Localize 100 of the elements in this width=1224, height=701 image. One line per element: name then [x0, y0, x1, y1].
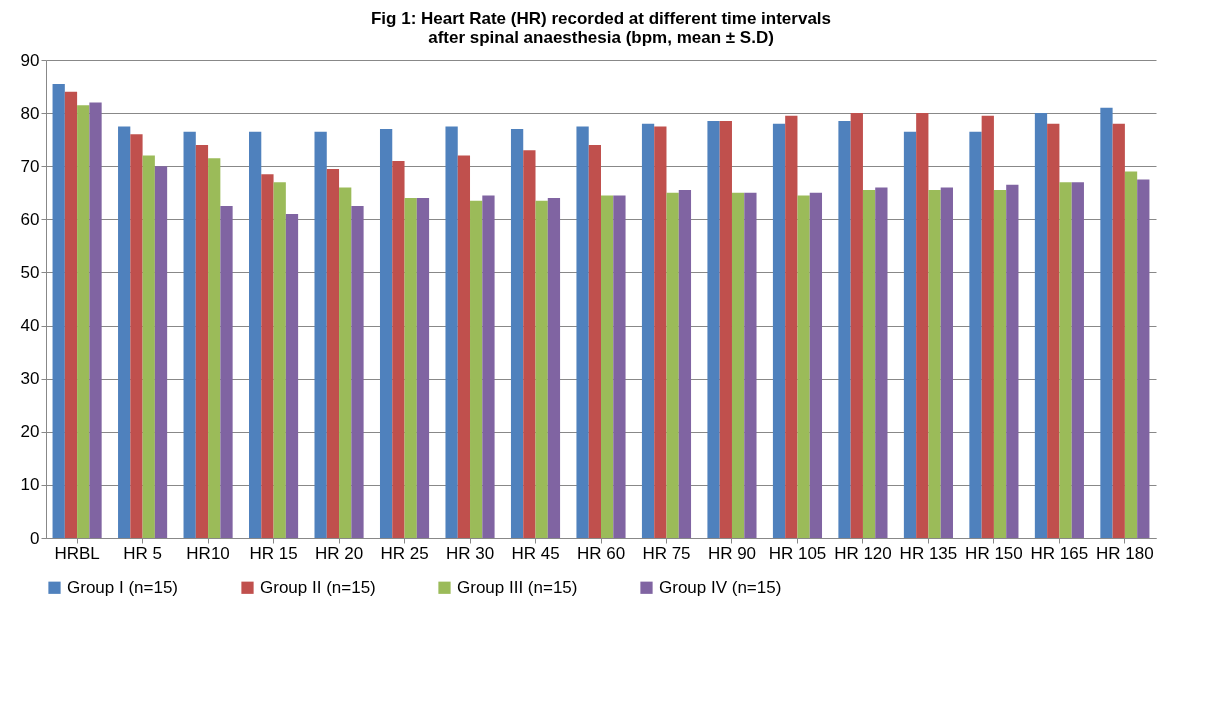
bar — [838, 121, 851, 538]
bar — [249, 131, 262, 538]
y-tick-label: 10 — [20, 475, 40, 495]
x-tick-label: HR 135 — [899, 543, 958, 563]
bar — [1124, 171, 1138, 538]
bar — [731, 192, 745, 538]
bar — [719, 121, 732, 538]
y-tick-label: 80 — [20, 103, 40, 123]
x-tick-label: HR 60 — [576, 543, 626, 563]
bar — [654, 126, 667, 538]
bar — [208, 158, 221, 538]
bar — [862, 190, 876, 538]
bar — [535, 200, 548, 538]
bar — [940, 187, 953, 538]
bar — [261, 174, 274, 538]
x-tick-label: HR 120 — [834, 543, 892, 563]
y-tick-label: 90 — [20, 50, 40, 70]
bar — [744, 192, 757, 538]
bar — [969, 131, 982, 538]
bar — [588, 144, 601, 538]
x-tick-label: HR 30 — [445, 543, 495, 563]
x-tick-label: HR 105 — [768, 543, 827, 563]
x-tick-label: HRBL — [54, 543, 100, 563]
x-tick-label: HR 15 — [249, 543, 298, 563]
x-tick-label: HR 90 — [707, 543, 757, 563]
bar — [1047, 123, 1060, 538]
bar — [1071, 182, 1084, 538]
bar — [314, 131, 327, 538]
bar — [392, 160, 405, 538]
y-tick-label: 20 — [20, 422, 40, 442]
legend-label: Group IV (n=15) — [659, 577, 782, 597]
bar — [576, 126, 589, 538]
y-tick-label: 70 — [20, 156, 40, 176]
bar — [183, 131, 196, 538]
bar — [118, 126, 131, 538]
bar — [850, 113, 863, 538]
bar — [1112, 123, 1125, 538]
bar — [1059, 182, 1072, 538]
bar — [510, 129, 524, 538]
bar — [928, 190, 941, 538]
legend-label: Group III (n=15) — [457, 577, 578, 597]
x-tick-label: HR 150 — [965, 543, 1023, 563]
bar — [273, 182, 286, 538]
bar — [678, 190, 692, 538]
bar — [772, 123, 786, 538]
y-tick-label: 0 — [30, 528, 40, 548]
bar — [981, 115, 994, 538]
bar — [523, 150, 536, 538]
bar — [404, 198, 417, 538]
bar — [666, 192, 679, 538]
y-tick-label: 50 — [20, 262, 40, 282]
y-tick-label: 30 — [20, 369, 40, 389]
x-tick-label: HR 180 — [1096, 543, 1154, 563]
x-tick-label: HR 5 — [123, 543, 162, 563]
x-tick-label: HR 75 — [642, 543, 691, 563]
x-tick-label: HR10 — [186, 543, 230, 563]
chart-title: Fig 1: Heart Rate (HR) recorded at different time intervals after spinal anaesthesia (bpm, mean ± S.D) — [370, 9, 832, 47]
bar — [77, 105, 90, 538]
bar — [993, 190, 1007, 538]
bar — [195, 144, 209, 538]
bar — [641, 123, 655, 538]
bar — [52, 83, 65, 538]
bar — [785, 115, 798, 538]
legend-label: Group I (n=15) — [67, 577, 179, 597]
bar — [1034, 113, 1048, 538]
bar — [1137, 179, 1150, 538]
bar — [142, 155, 155, 538]
bar — [707, 121, 720, 538]
bar — [326, 168, 340, 538]
bar — [351, 206, 364, 538]
bar — [285, 214, 299, 538]
bar — [339, 187, 352, 538]
bar — [547, 198, 561, 538]
bar — [470, 200, 483, 538]
bar — [1100, 107, 1113, 538]
bar — [613, 195, 626, 538]
x-tick-label: HR 45 — [511, 543, 560, 563]
bar — [797, 195, 810, 538]
bar — [220, 206, 233, 538]
bar — [154, 166, 168, 538]
bar — [89, 102, 102, 538]
y-tick-label: 40 — [20, 316, 40, 336]
bar — [1006, 184, 1019, 538]
bar — [457, 155, 471, 538]
legend-label: Group II (n=15) — [260, 577, 376, 597]
bar — [64, 91, 78, 538]
bar — [130, 134, 143, 538]
bar — [875, 187, 888, 538]
y-tick-label: 60 — [20, 209, 40, 229]
x-tick-label: HR 20 — [314, 543, 364, 563]
bar — [601, 195, 614, 538]
bar — [379, 129, 393, 538]
bar — [445, 126, 458, 538]
bar — [416, 198, 430, 538]
bar — [903, 131, 917, 538]
bar — [809, 192, 823, 538]
bar — [916, 113, 929, 538]
x-tick-label: HR 165 — [1030, 543, 1089, 563]
bar — [482, 195, 495, 538]
x-tick-label: HR 25 — [380, 543, 429, 563]
